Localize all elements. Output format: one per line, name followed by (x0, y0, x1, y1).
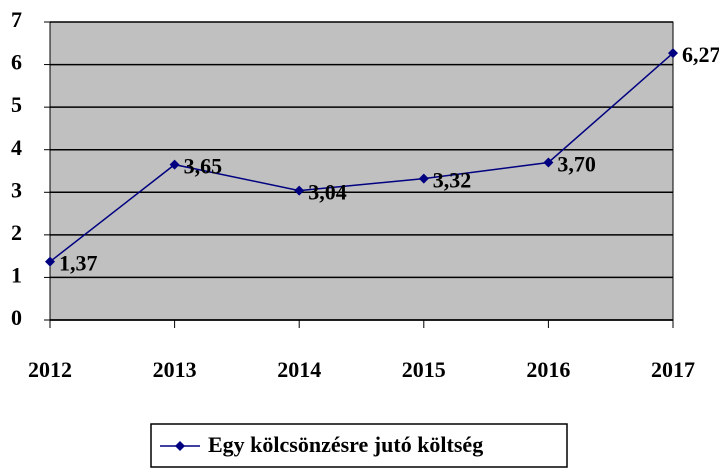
data-label: 1,37 (59, 251, 98, 276)
x-tick-label: 2013 (153, 357, 197, 382)
x-tick-label: 2012 (28, 357, 72, 382)
legend-box (150, 423, 568, 468)
y-tick-label: 7 (11, 7, 22, 32)
legend-label: Egy kölcsönzésre jutó költség (208, 432, 483, 457)
y-tick-label: 5 (11, 92, 22, 117)
x-tick-label: 2017 (651, 357, 695, 382)
data-point (668, 48, 678, 59)
y-tick-label: 2 (11, 220, 22, 245)
legend-marker (175, 441, 185, 451)
data-point (543, 157, 554, 168)
y-tick-label: 0 (11, 305, 22, 330)
y-tick-label: 1 (11, 262, 22, 287)
y-tick-label: 3 (11, 177, 22, 202)
data-label: 6,27 (682, 42, 719, 67)
plot-area (49, 21, 674, 321)
x-tick-label: 2014 (277, 357, 321, 382)
data-point (169, 159, 180, 170)
series-line (49, 52, 674, 263)
data-label: 3,04 (308, 180, 347, 205)
data-label: 3,32 (433, 168, 472, 193)
data-label: 3,70 (557, 152, 596, 177)
data-point (418, 173, 429, 184)
data-point (45, 256, 55, 267)
x-tick-label: 2015 (402, 357, 446, 382)
y-tick-label: 4 (11, 135, 22, 160)
data-point (294, 185, 305, 196)
x-tick-label: 2016 (526, 357, 570, 382)
data-label: 3,65 (184, 154, 223, 179)
y-tick-label: 6 (11, 50, 22, 75)
